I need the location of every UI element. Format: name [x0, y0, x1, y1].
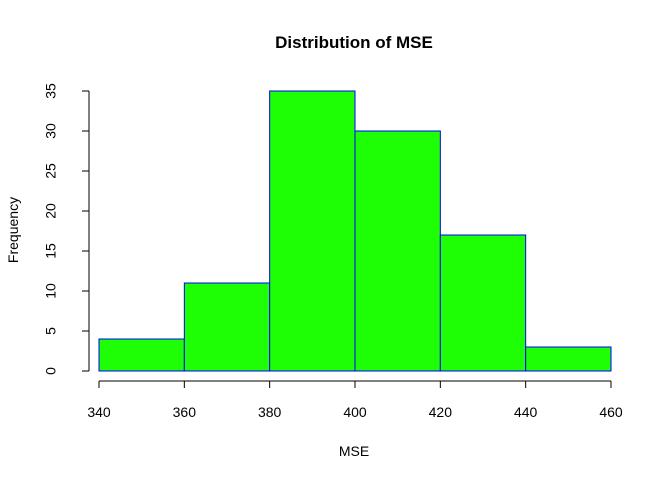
histogram-bar-440-460: [525, 346, 612, 372]
y-tick-label: 35: [43, 83, 59, 99]
y-tick-label: 5: [43, 327, 59, 335]
x-tick-label: 440: [514, 404, 538, 420]
x-tick-label: 380: [258, 404, 282, 420]
y-axis: 0 5 10 15 20 25 30 35: [43, 83, 90, 375]
x-tick-label: 420: [429, 404, 453, 420]
x-tick-label: 360: [173, 404, 197, 420]
histogram-bar-360-380: [183, 282, 271, 372]
x-tick-label: 460: [599, 404, 623, 420]
histogram-bar-340-360: [98, 338, 185, 372]
histogram-bar-400-420: [354, 130, 441, 372]
y-tick-label: 20: [43, 203, 59, 219]
x-tick-label: 400: [343, 404, 367, 420]
y-tick-label: 30: [43, 123, 59, 139]
y-tick-label: 25: [43, 163, 59, 179]
y-axis-label: Frequency: [5, 197, 21, 263]
chart-title: Distribution of MSE: [275, 33, 433, 52]
x-tick-label: 340: [87, 404, 111, 420]
y-tick-label: 15: [43, 243, 59, 259]
x-axis: 340 360 380 400 420 440 460: [87, 380, 623, 420]
x-axis-label: MSE: [339, 443, 369, 459]
y-tick-label: 0: [43, 367, 59, 375]
bars-group: [98, 90, 612, 372]
histogram-bar-420-440: [439, 234, 527, 372]
y-tick-label: 10: [43, 283, 59, 299]
histogram-bar-380-400: [269, 90, 356, 372]
